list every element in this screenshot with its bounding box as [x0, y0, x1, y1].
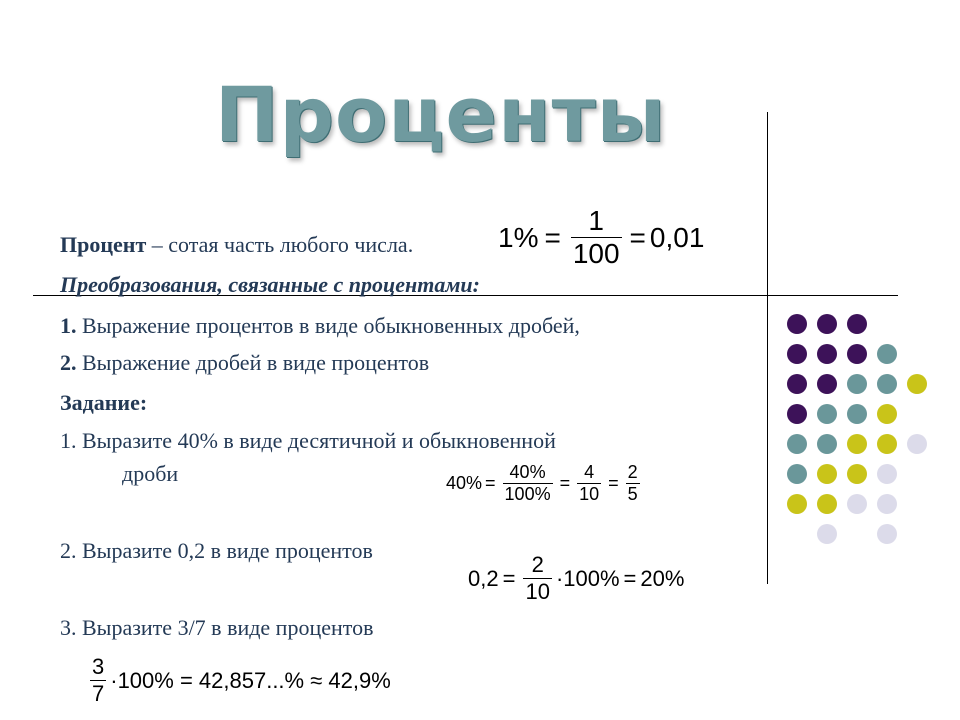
decorative-dot [817, 464, 837, 484]
decorative-dot [877, 434, 897, 454]
f2-fraction: 2 10 [523, 552, 552, 605]
list-item: 2. Выражение дробей в виде процентов [60, 350, 429, 376]
decorative-dot [847, 494, 867, 514]
f2-lhs: 0,2 [468, 565, 499, 591]
f1-frac2-num: 4 [584, 462, 595, 482]
f2-eq2: = [623, 565, 637, 591]
f3-fraction: 3 7 [90, 654, 107, 707]
decorative-dot [847, 374, 867, 394]
decorative-dot [877, 404, 897, 424]
task-2: 2. Выразите 0,2 в виде процентов [60, 538, 373, 563]
def-num: 1 [588, 205, 604, 236]
def-eq1: = [544, 221, 561, 253]
f1-frac2-den: 10 [579, 484, 600, 504]
formula-2: 0,2 = 2 10 ·100% = 20% [468, 552, 684, 605]
decorative-dot [907, 434, 927, 454]
f1-eq2: = [559, 473, 571, 493]
decorative-dot [787, 314, 807, 334]
decorative-dot [787, 344, 807, 364]
f2-mul: ·100% [555, 565, 620, 591]
f2-eq1: = [502, 565, 516, 591]
def-fraction: 1 100 [570, 205, 622, 270]
formula-1: 40% = 40% 100% = 4 10 = 2 5 [446, 462, 644, 505]
f3-fraction-bar [90, 680, 107, 681]
decorative-dot [907, 374, 927, 394]
task-1-line1: 1. Выразите 40% в виде десятичной и обык… [60, 428, 556, 453]
task-heading: Задание: [60, 390, 148, 415]
formula-3: 3 7 ·100% = 42,857...% ≈ 42,9% [86, 654, 391, 707]
def-eq2: = [629, 221, 646, 253]
decorative-dot [787, 404, 807, 424]
list-item-number: 1. [60, 313, 77, 338]
definition-term: Процент [60, 232, 147, 257]
decorative-dot [877, 374, 897, 394]
decorative-dot [877, 524, 897, 544]
decorative-dot [817, 344, 837, 364]
f1-frac3-den: 5 [627, 484, 638, 504]
definition-text: – сотая часть любого числа. [146, 232, 414, 257]
decorative-dot [877, 464, 897, 484]
decorative-dot [817, 524, 837, 544]
f1-frac1: 40% 100% [502, 462, 553, 505]
decorative-dot [847, 404, 867, 424]
f1-frac3-num: 2 [627, 462, 638, 482]
horizontal-rule [33, 295, 898, 296]
task-3: 3. Выразите 3/7 в виде процентов [60, 615, 374, 640]
vertical-rule [767, 112, 768, 584]
f3-den: 7 [92, 681, 105, 706]
decorative-dot [787, 494, 807, 514]
decorative-dot [847, 434, 867, 454]
definition-line: Процент – сотая часть любого числа. [60, 232, 413, 258]
decorative-dot [817, 434, 837, 454]
definition-formula: 1% = 1 100 = 0,01 [498, 205, 704, 270]
f1-frac1-num: 40% [509, 462, 546, 482]
decorative-dot [847, 344, 867, 364]
f1-lhs: 40% [446, 473, 483, 493]
f1-frac2-bar [577, 483, 602, 484]
def-lhs: 1% [498, 221, 539, 253]
transforms-heading: Преобразования, связанные с процентами: [60, 272, 480, 297]
decorative-dot [877, 344, 897, 364]
decorative-dot [787, 434, 807, 454]
f2-fraction-bar [523, 578, 552, 579]
decorative-dot [787, 464, 807, 484]
f1-frac3-bar [625, 483, 640, 484]
decorative-dot [817, 494, 837, 514]
task-1-line2: дроби [122, 461, 179, 486]
def-fraction-bar [570, 237, 622, 238]
list-item-text: Выражение процентов в виде обыкновенных … [76, 313, 580, 338]
def-den: 100 [572, 238, 620, 269]
f3-rest: ·100% = 42,857...% ≈ 42,9% [110, 667, 391, 693]
def-rhs: 0,01 [649, 221, 705, 253]
f1-frac1-bar [502, 483, 553, 484]
f1-frac2: 4 10 [577, 462, 602, 505]
f2-den: 10 [525, 579, 550, 604]
decorative-dot [817, 314, 837, 334]
f3-num: 3 [92, 654, 105, 679]
decorative-dot [877, 494, 897, 514]
decorative-dot [787, 374, 807, 394]
f1-frac3: 2 5 [625, 462, 640, 505]
f1-frac1-den: 100% [504, 484, 551, 504]
decorative-dot [817, 404, 837, 424]
list-item-number: 2. [60, 350, 77, 375]
decorative-dot [847, 314, 867, 334]
decorative-dot [847, 464, 867, 484]
list-item-text: Выражение дробей в виде процентов [76, 350, 430, 375]
f2-num: 2 [531, 552, 544, 577]
slide-title: Проценты [215, 70, 667, 159]
list-item: 1. Выражение процентов в виде обыкновенн… [60, 313, 580, 339]
decorative-dot [817, 374, 837, 394]
f1-eq3: = [608, 473, 619, 493]
f2-rhs: 20% [640, 565, 685, 591]
f1-eq1: = [485, 473, 496, 493]
